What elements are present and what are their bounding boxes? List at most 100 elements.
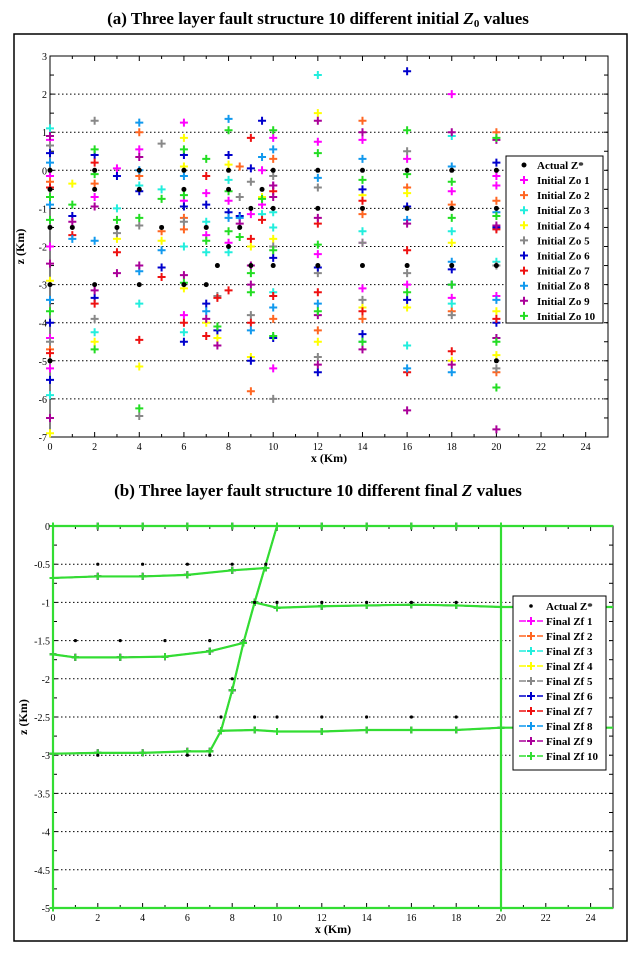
data-point — [135, 261, 144, 270]
data-point — [492, 172, 501, 181]
data-point — [358, 307, 367, 316]
data-point — [358, 116, 367, 125]
data-point — [96, 562, 100, 566]
data-point — [202, 189, 211, 198]
data-point — [313, 352, 322, 361]
data-point — [359, 263, 365, 269]
data-point — [90, 145, 99, 154]
data-point — [224, 160, 233, 169]
chart-a-title-main: (a) Three layer fault structure 10 diffe… — [107, 9, 463, 28]
data-point — [404, 205, 410, 211]
data-point — [179, 172, 188, 181]
x-tick-label: 14 — [362, 913, 372, 924]
data-point — [273, 604, 281, 612]
chart-b-title-main: (b) Three layer fault structure 10 diffe… — [114, 481, 462, 500]
data-point — [136, 186, 142, 192]
data-point — [407, 522, 415, 530]
data-point — [235, 192, 244, 201]
y-tick-label: -6 — [39, 395, 47, 406]
data-point — [497, 904, 505, 912]
legend-label: Initial Zo 5 — [537, 235, 590, 247]
data-point — [447, 177, 456, 186]
data-point — [358, 345, 367, 354]
data-point — [157, 236, 166, 245]
data-point — [251, 726, 259, 734]
legend-marker — [527, 617, 535, 625]
series-actual-z — [73, 562, 458, 757]
data-point — [269, 172, 278, 181]
data-point — [46, 192, 54, 201]
data-point — [493, 205, 499, 211]
data-point — [492, 133, 501, 142]
data-point — [253, 600, 257, 605]
data-point — [449, 167, 455, 173]
legend-marker — [520, 236, 528, 245]
data-point — [358, 175, 367, 184]
data-point — [258, 194, 267, 203]
data-point — [358, 135, 367, 144]
data-point — [112, 164, 121, 173]
data-point — [224, 114, 233, 123]
y-tick-label: 0 — [45, 522, 50, 533]
y-tick-label: -3.5 — [34, 789, 50, 800]
data-point — [46, 364, 54, 373]
data-point — [114, 224, 120, 230]
y-tick-label: 3 — [42, 52, 47, 63]
data-point — [258, 152, 267, 161]
data-point — [46, 391, 54, 400]
legend-label: Final Zf 10 — [546, 751, 598, 763]
data-point — [217, 727, 225, 735]
data-point — [214, 263, 220, 269]
x-axis-label: x (Km) — [315, 922, 351, 936]
y-tick-label: -5 — [39, 357, 47, 368]
legend-label: Initial Zo 2 — [537, 190, 590, 202]
chart-a-title-end: values — [479, 9, 529, 28]
data-point — [320, 715, 324, 719]
final-line — [52, 566, 266, 580]
legend-label: Final Zf 4 — [546, 661, 593, 673]
data-point — [179, 318, 188, 327]
legend: Actual Z* Initial Zo 1 Initial Zo 2 Initial… — [505, 155, 604, 324]
y-tick-label: 2 — [42, 90, 47, 101]
data-point — [226, 244, 232, 249]
final-line — [208, 525, 279, 752]
data-point — [68, 234, 77, 243]
data-point — [313, 240, 322, 249]
legend-label: Actual Z* — [546, 601, 593, 613]
data-point — [203, 282, 209, 288]
x-tick-label: 12 — [313, 442, 323, 453]
data-point — [358, 284, 367, 293]
data-point — [454, 715, 458, 719]
data-point — [112, 269, 121, 278]
data-point — [358, 330, 367, 339]
data-point — [90, 192, 99, 201]
legend-marker — [520, 281, 528, 290]
data-point — [179, 191, 188, 200]
data-point — [320, 600, 324, 605]
data-point — [493, 263, 499, 269]
data-point — [269, 133, 278, 142]
data-point — [213, 322, 222, 331]
legend-marker — [520, 311, 528, 320]
data-point — [313, 116, 322, 125]
data-point — [264, 562, 268, 566]
data-point — [179, 202, 188, 211]
data-point — [313, 326, 322, 335]
series-initial-zo-9 — [46, 116, 501, 434]
data-point — [224, 248, 233, 257]
data-point — [269, 145, 278, 154]
data-point — [90, 337, 99, 346]
x-tick-label: 16 — [406, 913, 416, 924]
data-point — [358, 314, 367, 323]
data-point — [358, 196, 367, 205]
data-point — [208, 639, 212, 643]
data-point — [181, 186, 187, 192]
data-point — [447, 128, 456, 137]
data-point — [313, 299, 322, 308]
data-point — [181, 282, 187, 288]
data-point — [71, 653, 79, 661]
data-point — [246, 242, 255, 251]
data-point — [92, 186, 98, 192]
data-point — [404, 167, 410, 173]
data-point — [157, 272, 166, 281]
